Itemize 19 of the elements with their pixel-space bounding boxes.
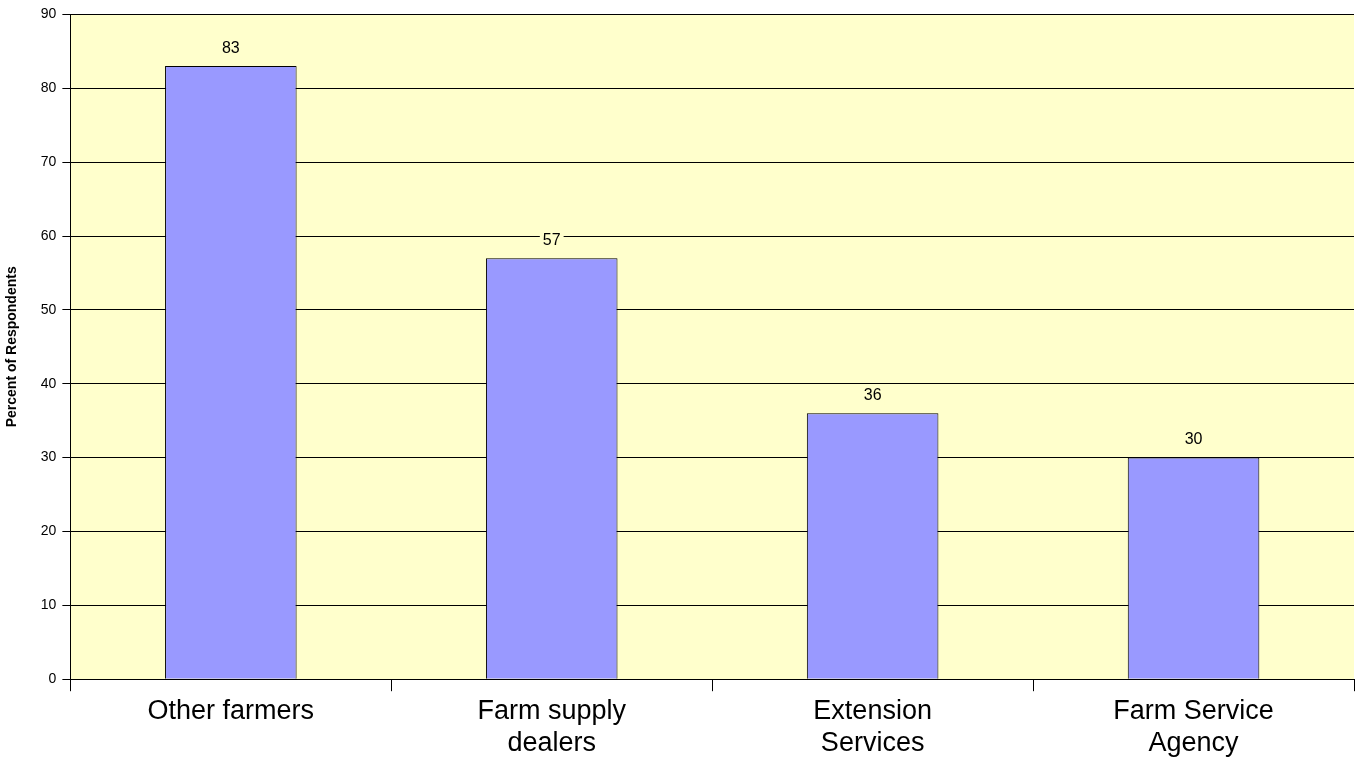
y-tick-label: 40 — [40, 374, 57, 391]
data-label: 30 — [1184, 430, 1203, 448]
y-tick-label: 30 — [40, 448, 57, 465]
y-tick-label: 50 — [40, 300, 57, 317]
y-tick-label: 90 — [40, 5, 57, 22]
x-tick-label: Extension Services — [813, 694, 932, 758]
y-tick-label: 80 — [40, 79, 57, 96]
x-tick-label: Other farmers — [147, 694, 315, 725]
data-label: 83 — [221, 38, 240, 56]
data-label: 36 — [863, 385, 882, 403]
y-tick-label: 0 — [48, 670, 57, 687]
data-label: 57 — [542, 230, 561, 248]
y-tick-label: 60 — [40, 226, 57, 243]
y-tick-label: 20 — [40, 522, 57, 539]
x-tick-label: Farm supply dealers — [477, 694, 627, 758]
y-axis-title: Percent of Respondents — [3, 266, 20, 428]
y-tick-label: 70 — [40, 152, 57, 169]
x-tick-label: Farm Service Agency — [1113, 694, 1274, 758]
y-tick-label: 10 — [40, 596, 57, 613]
